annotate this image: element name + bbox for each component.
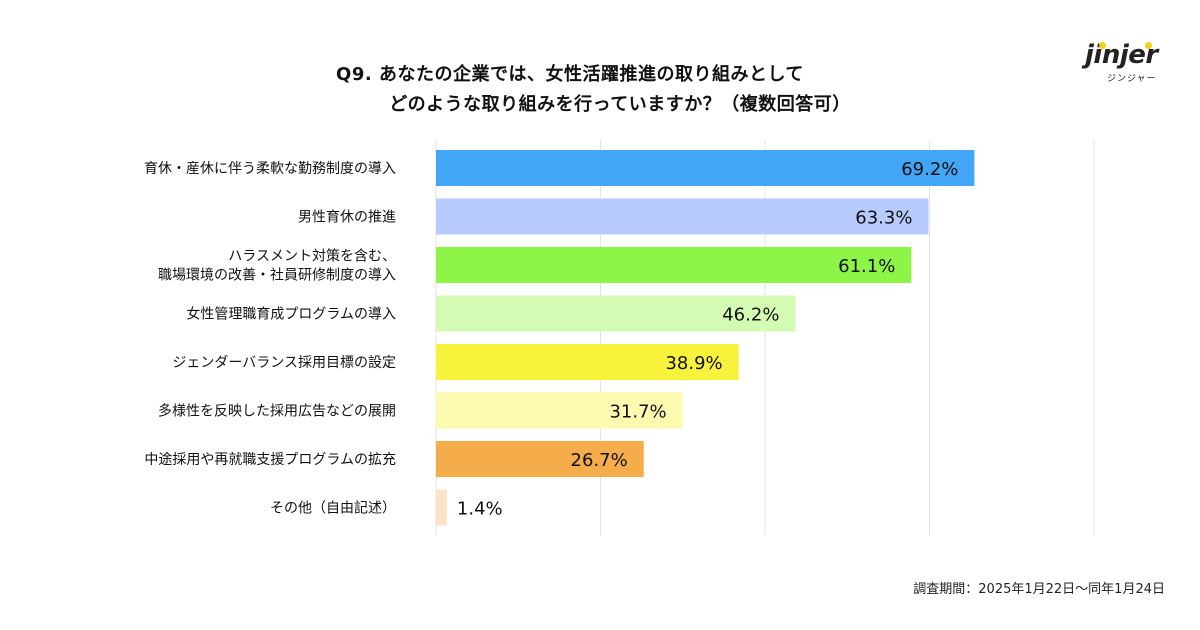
bar xyxy=(436,150,975,186)
data-label: 69.2% xyxy=(901,159,958,180)
bar xyxy=(436,344,739,380)
category-label: ハラスメント対策を含む、 xyxy=(228,248,396,265)
category-label: 中途採用や再就職支援プログラムの拡充 xyxy=(144,451,396,468)
category-label: 多様性を反映した採用広告などの展開 xyxy=(158,403,396,420)
logo-dot-1 xyxy=(1099,42,1106,49)
data-label: 46.2% xyxy=(722,305,779,326)
jinjer-logo: jinjer ジンジャー xyxy=(1085,40,1175,90)
data-label: 26.7% xyxy=(571,450,628,471)
data-label: 38.9% xyxy=(665,353,722,374)
logo-dot-2 xyxy=(1145,42,1152,49)
bar xyxy=(436,198,929,235)
category-label: 女性管理職育成プログラムの導入 xyxy=(186,306,396,323)
category-label: 職場環境の改善・社員研修制度の導入 xyxy=(158,268,396,284)
data-label: 63.3% xyxy=(855,208,912,229)
category-label: ジェンダーバランス採用目標の設定 xyxy=(172,355,396,371)
data-label: 31.7% xyxy=(609,402,666,423)
bar xyxy=(436,247,912,283)
survey-period-note: 調査期間：2025年1月22日〜同年1月24日 xyxy=(913,582,1165,597)
category-label: 男性育休の推進 xyxy=(298,210,396,226)
chart-title-line1: Q9. あなたの企業では、女性活躍推進の取り組みとして xyxy=(336,64,804,85)
bar xyxy=(436,295,796,332)
category-label: その他（自由記述） xyxy=(270,500,396,517)
logo-kana: ジンジャー xyxy=(1107,74,1157,84)
data-label: 61.1% xyxy=(838,256,895,277)
chart-title-line2: どのような取り組みを行っていますか？（複数回答可） xyxy=(389,94,851,115)
data-label: 1.4% xyxy=(457,499,503,520)
bar xyxy=(436,392,683,429)
bar xyxy=(436,441,644,477)
category-label: 育休・産休に伴う柔軟な勤務制度の導入 xyxy=(144,161,396,177)
bar xyxy=(436,489,447,526)
